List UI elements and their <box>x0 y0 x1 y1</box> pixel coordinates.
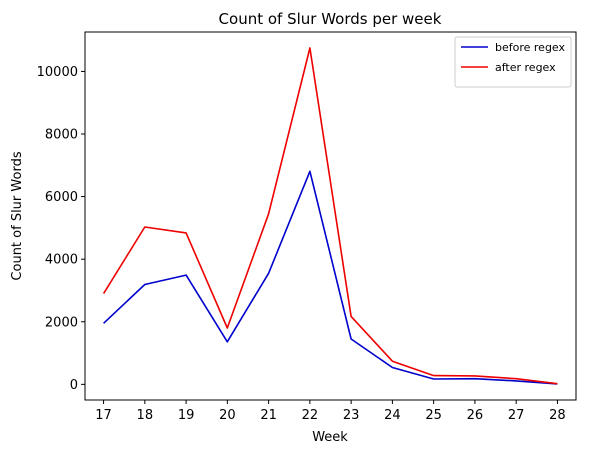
y-tick-label: 6000 <box>45 190 78 205</box>
x-tick-label: 18 <box>137 408 154 423</box>
x-tick-label: 28 <box>549 408 566 423</box>
plot-frame <box>84 31 577 401</box>
y-tick-label: 8000 <box>45 128 78 143</box>
series-line-before-regex <box>103 170 558 385</box>
legend-label: after regex <box>495 61 556 74</box>
x-tick-label: 21 <box>260 408 277 423</box>
x-tick-label: 24 <box>384 408 401 423</box>
plot-area <box>102 47 558 385</box>
x-tick-label: 25 <box>425 408 442 423</box>
series-line-after-regex <box>102 47 558 385</box>
x-tick-label: 27 <box>508 408 525 423</box>
x-tick-label: 20 <box>219 408 236 423</box>
x-tick-label: 23 <box>343 408 360 423</box>
x-tick-label: 22 <box>302 408 319 423</box>
x-tick-label: 26 <box>467 408 484 423</box>
y-tick-label: 10000 <box>37 65 78 80</box>
y-axis-label: Count of Slur Words <box>10 151 25 280</box>
y-tick-label: 0 <box>70 378 78 393</box>
chart-title: Count of Slur Words per week <box>219 10 442 28</box>
x-tick-label: 19 <box>178 408 195 423</box>
x-tick-label: 17 <box>95 408 112 423</box>
y-axis: 0 2000 4000 6000 8000 10000 <box>37 65 85 393</box>
x-axis-label: Week <box>312 430 348 445</box>
legend: before regex after regex <box>454 36 572 88</box>
y-tick-label: 2000 <box>45 315 78 330</box>
legend-label: before regex <box>495 41 566 54</box>
legend-box <box>454 36 572 88</box>
x-axis: 17 18 19 20 21 22 23 24 25 26 27 28 <box>95 400 566 423</box>
y-tick-label: 4000 <box>45 253 78 268</box>
